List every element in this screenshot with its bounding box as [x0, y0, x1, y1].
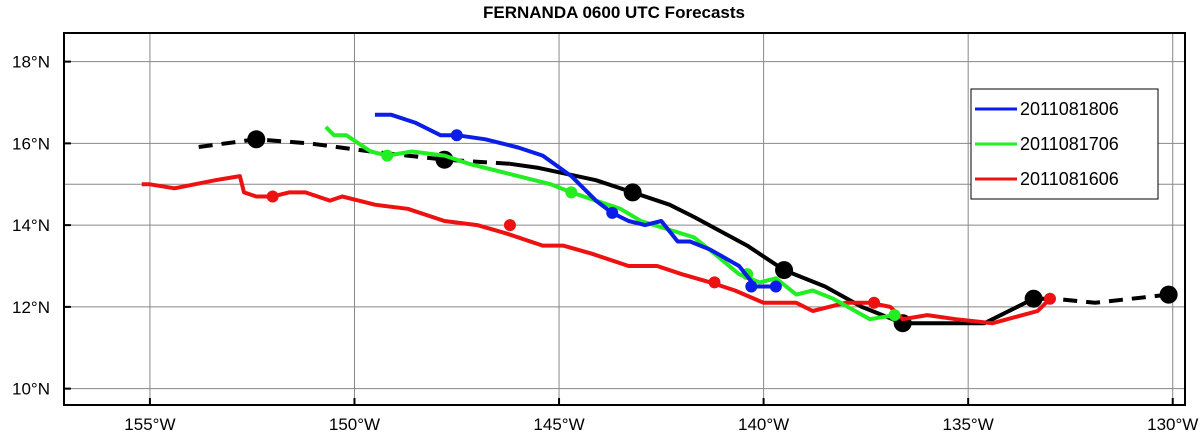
forecast-marker: [606, 206, 619, 219]
forecast-marker: [868, 296, 881, 309]
observed-track-line: [509, 161, 1055, 326]
x-tick-label: 155°W: [124, 415, 175, 434]
forecast-marker: [503, 219, 516, 232]
legend-label: 2011081806: [1020, 99, 1119, 119]
forecast-series: [374, 112, 782, 293]
y-tick-label: 18°N: [12, 53, 50, 72]
observed-track-dashed-east: [1053, 292, 1169, 305]
forecast-marker: [1043, 292, 1056, 305]
y-tick-label: 12°N: [12, 298, 50, 317]
y-tick-label: 14°N: [12, 216, 50, 235]
legend-label: 2011081706: [1020, 134, 1119, 154]
chart-title: FERNANDA 0600 UTC Forecasts: [483, 3, 745, 22]
observed-track-marker: [775, 261, 794, 280]
forecast-marker: [266, 190, 279, 203]
y-tick-label: 16°N: [12, 134, 50, 153]
plot-frame: [63, 32, 1186, 406]
forecast-marker: [888, 309, 901, 322]
x-tick-label: 130°W: [1147, 415, 1198, 434]
forecast-line: [374, 112, 776, 289]
y-axis-ticks: 10°N 12°N 14°N 16°N 18°N: [12, 53, 71, 399]
forecast-line: [141, 174, 1052, 326]
forecast-series: [141, 174, 1056, 326]
forecast-marker: [565, 186, 578, 199]
x-axis-ticks: 155°W 150°W 145°W 140°W 135°W 130°W: [124, 398, 1198, 434]
y-tick-label: 10°N: [12, 380, 50, 399]
x-tick-label: 150°W: [329, 415, 380, 434]
x-tick-label: 140°W: [738, 415, 789, 434]
observed-track-marker: [1159, 285, 1178, 304]
forecast-marker: [381, 149, 394, 162]
forecast-marker: [708, 276, 721, 289]
forecast-marker: [450, 129, 463, 142]
observed-track-marker: [247, 130, 266, 149]
forecast-marker: [769, 280, 782, 293]
plot-series: [141, 112, 1178, 333]
observed-track-marker: [623, 183, 642, 202]
forecast-marker: [745, 280, 758, 293]
x-tick-label: 145°W: [533, 415, 584, 434]
legend: 2011081806 2011081706 2011081606: [970, 88, 1159, 200]
x-tick-label: 135°W: [943, 415, 994, 434]
observed-track-marker: [1024, 289, 1043, 308]
legend-label: 2011081606: [1020, 169, 1119, 189]
